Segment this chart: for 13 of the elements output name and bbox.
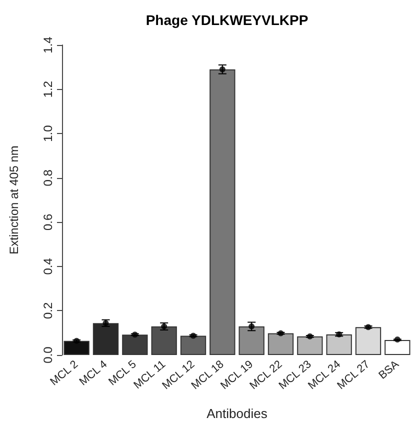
y-axis-title: Extinction at 405 nm (7, 146, 21, 254)
y-tick-label: 0.6 (41, 213, 55, 230)
y-tick-label: 0.2 (41, 302, 55, 320)
y-tick-label: 0.4 (41, 258, 55, 275)
y-tick-label: 0.0 (41, 346, 55, 364)
chart-title: Phage YDLKWEYVLKPP (146, 12, 308, 28)
x-tick-label: BSA (376, 358, 402, 382)
x-axis-title: Antibodies (206, 406, 268, 421)
y-tick-label: 0.8 (41, 169, 55, 186)
y-tick-label: 1.2 (41, 80, 55, 98)
y-tick-label: 1.4 (41, 36, 55, 54)
y-tick-label: 1.0 (41, 124, 55, 142)
x-tick-label: MCL 4 (77, 358, 110, 388)
